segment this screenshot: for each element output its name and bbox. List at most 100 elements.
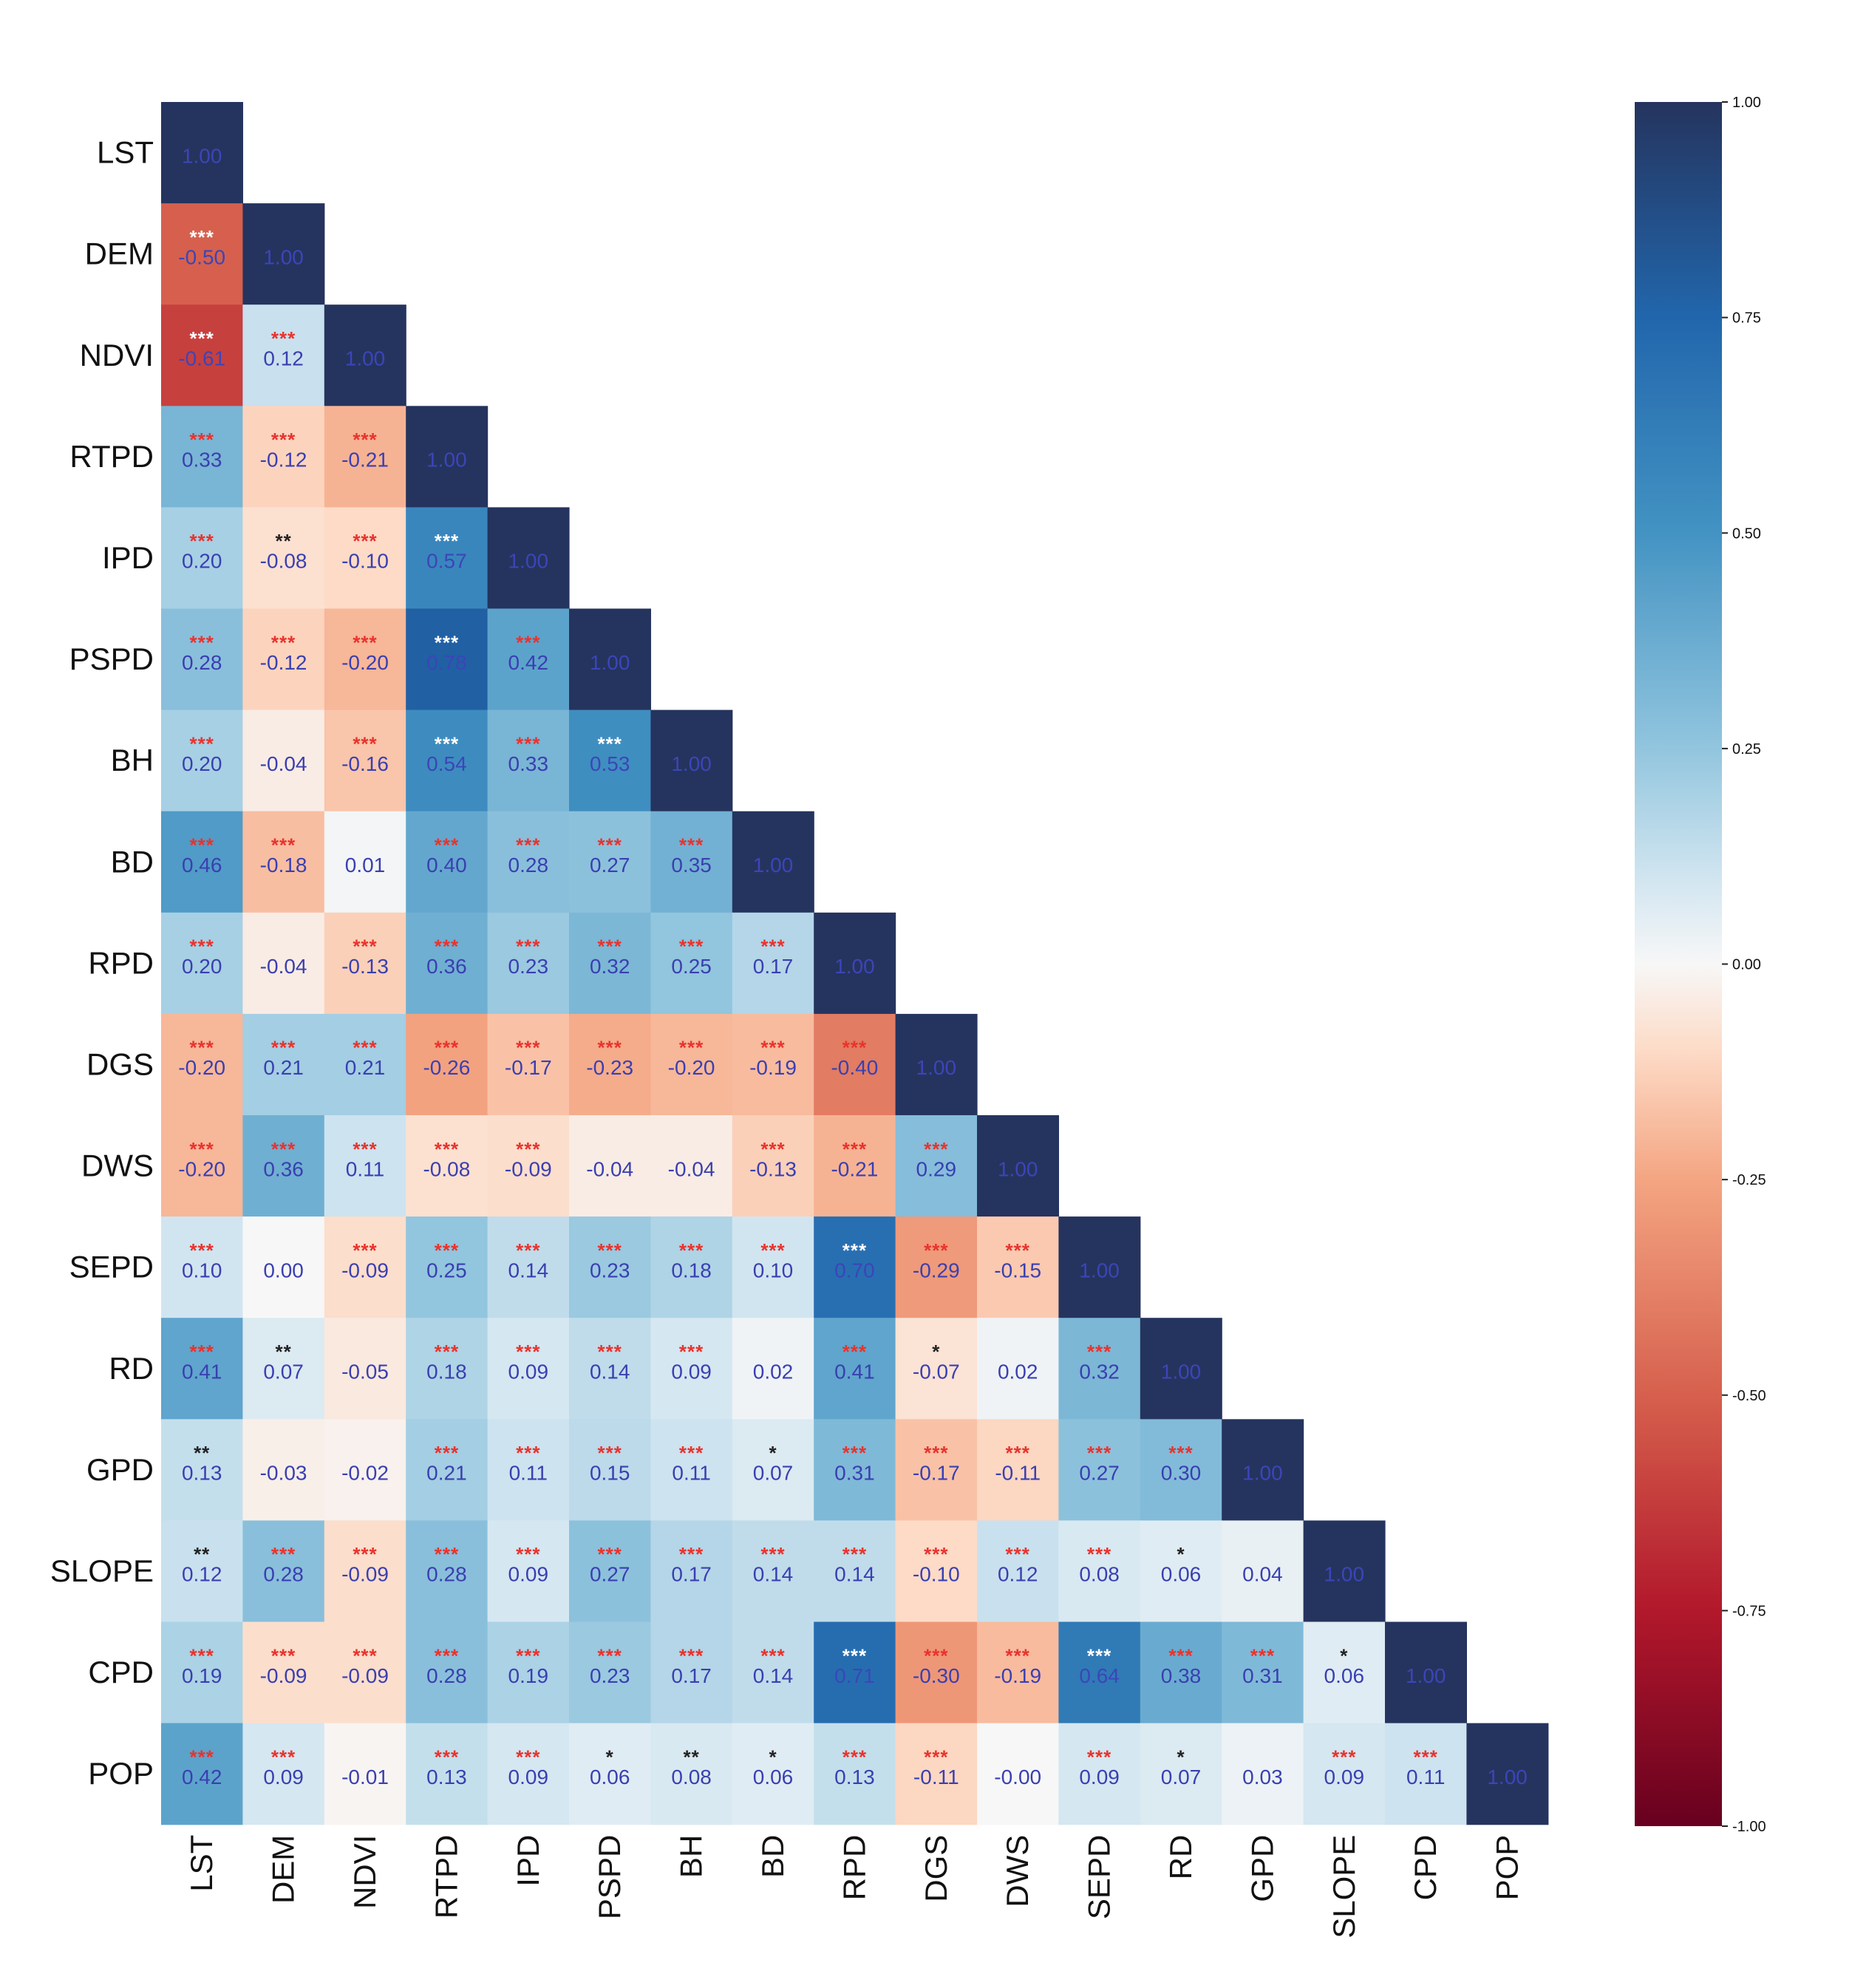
cell-rect — [1140, 1621, 1222, 1724]
cell-value: 0.07 — [263, 1360, 304, 1383]
colorbar-tick: 0.50 — [1722, 525, 1761, 542]
cell-significance: *** — [1168, 1644, 1193, 1667]
cell-rect — [1058, 1520, 1141, 1623]
cell-significance: *** — [760, 1037, 785, 1059]
cell-rect — [569, 1216, 651, 1318]
heatmap-cell: ***0.31 — [814, 1419, 896, 1521]
cell-value: -0.04 — [260, 955, 307, 978]
heatmap-cell: ***-0.09 — [487, 1115, 570, 1217]
cell-value: 0.23 — [590, 1664, 630, 1687]
heatmap-cell: ***-0.18 — [242, 811, 325, 913]
cell-value: 0.14 — [590, 1360, 630, 1383]
cell-value: 0.70 — [834, 1259, 875, 1281]
cell-rect — [242, 709, 325, 812]
cell-value: -0.10 — [913, 1563, 960, 1586]
cell-value: 1.00 — [1242, 1462, 1283, 1485]
cell-value: 0.09 — [671, 1360, 712, 1383]
cell-rect — [487, 811, 570, 913]
heatmap-cell: -0.04 — [242, 709, 325, 812]
cell-significance: *** — [1087, 1341, 1111, 1363]
cell-significance: *** — [1250, 1644, 1275, 1667]
cell-significance: *** — [353, 1037, 377, 1059]
cell-value: 0.28 — [263, 1563, 304, 1586]
cell-rect — [977, 1115, 1059, 1217]
cell-value: 0.41 — [182, 1360, 222, 1383]
heatmap-cell: ***-0.17 — [487, 1013, 570, 1116]
heatmap-cell: 0.04 — [1222, 1520, 1304, 1623]
cell-value: -0.17 — [505, 1056, 552, 1079]
y-tick-label: RPD — [88, 945, 154, 980]
cell-rect — [324, 1723, 406, 1825]
heatmap-cell: 1.00 — [569, 608, 651, 711]
cell-significance: *** — [435, 834, 459, 857]
heatmap-cell: ***-0.09 — [324, 1520, 406, 1623]
cell-rect — [324, 709, 406, 812]
cell-significance: ** — [275, 1341, 291, 1363]
colorbar-tick-label: 0.75 — [1732, 310, 1761, 327]
cell-significance: *** — [435, 1746, 459, 1768]
heatmap-cell: ***0.28 — [242, 1520, 325, 1623]
cell-significance: *** — [271, 327, 296, 350]
cell-value: -0.20 — [178, 1056, 225, 1079]
y-tick-label: GPD — [86, 1452, 154, 1487]
cell-value: 0.21 — [345, 1056, 386, 1079]
cell-rect — [161, 1621, 243, 1724]
cell-significance: *** — [760, 936, 785, 958]
cell-value: 0.25 — [426, 1259, 467, 1281]
x-tick-label: BD — [755, 1835, 790, 1878]
cell-significance: ** — [194, 1543, 210, 1565]
cell-value: 0.33 — [508, 752, 549, 775]
cell-significance: *** — [516, 1543, 540, 1565]
heatmap-cell: ***0.17 — [650, 1520, 733, 1623]
cell-value: 1.00 — [590, 651, 630, 674]
cell-rect — [732, 1115, 814, 1217]
cell-value: 1.00 — [916, 1056, 957, 1079]
cell-rect — [406, 507, 488, 610]
cell-rect — [324, 1318, 406, 1420]
heatmap-cell: ***0.27 — [1058, 1419, 1141, 1521]
heatmap-cell: ***-0.20 — [161, 1115, 243, 1217]
cell-value: 0.08 — [1079, 1563, 1120, 1586]
cell-value: 0.21 — [426, 1462, 467, 1485]
cell-value: 0.78 — [426, 651, 467, 674]
cell-value: 0.09 — [263, 1766, 304, 1788]
cell-significance: *** — [924, 1239, 948, 1262]
cell-value: 0.12 — [182, 1563, 222, 1586]
cell-rect — [324, 912, 406, 1015]
cell-rect — [977, 1318, 1059, 1420]
cell-rect — [487, 1115, 570, 1217]
cell-rect — [895, 1013, 978, 1116]
heatmap-cell: ***-0.08 — [406, 1115, 488, 1217]
cell-significance: *** — [1087, 1442, 1111, 1464]
heatmap-cell: ***0.20 — [161, 709, 243, 812]
heatmap-cell: ***-0.10 — [324, 507, 406, 610]
cell-value: 0.42 — [508, 651, 549, 674]
cell-value: 1.00 — [345, 347, 386, 370]
cell-significance: *** — [353, 1543, 377, 1565]
cell-rect — [406, 608, 488, 711]
cell-value: 0.11 — [1406, 1766, 1445, 1788]
cell-rect — [161, 709, 243, 812]
cell-value: -0.16 — [341, 752, 389, 775]
heatmap-cell: 1.00 — [732, 811, 814, 913]
x-tick-label: SEPD — [1082, 1835, 1117, 1919]
heatmap-cell: ***-0.29 — [895, 1216, 978, 1318]
cell-rect — [242, 1115, 325, 1217]
cell-rect — [161, 811, 243, 913]
heatmap-cell: ***-0.23 — [569, 1013, 651, 1116]
cell-significance: *** — [190, 1138, 214, 1160]
heatmap-cell: -0.04 — [242, 912, 325, 1015]
cell-rect — [406, 1621, 488, 1724]
cell-rect — [977, 1621, 1059, 1724]
cell-value: 0.00 — [263, 1259, 304, 1281]
heatmap-cell: ***0.64 — [1058, 1621, 1141, 1724]
cell-rect — [895, 1419, 978, 1521]
cell-value: -0.04 — [586, 1157, 633, 1180]
cell-rect — [569, 1520, 651, 1623]
cell-significance: *** — [516, 1037, 540, 1059]
heatmap-cell: ***0.09 — [1058, 1723, 1141, 1825]
cell-significance: *** — [598, 1341, 622, 1363]
cell-significance: *** — [190, 1037, 214, 1059]
cell-value: 0.09 — [1324, 1766, 1365, 1788]
heatmap-cell: ***0.54 — [406, 709, 488, 812]
